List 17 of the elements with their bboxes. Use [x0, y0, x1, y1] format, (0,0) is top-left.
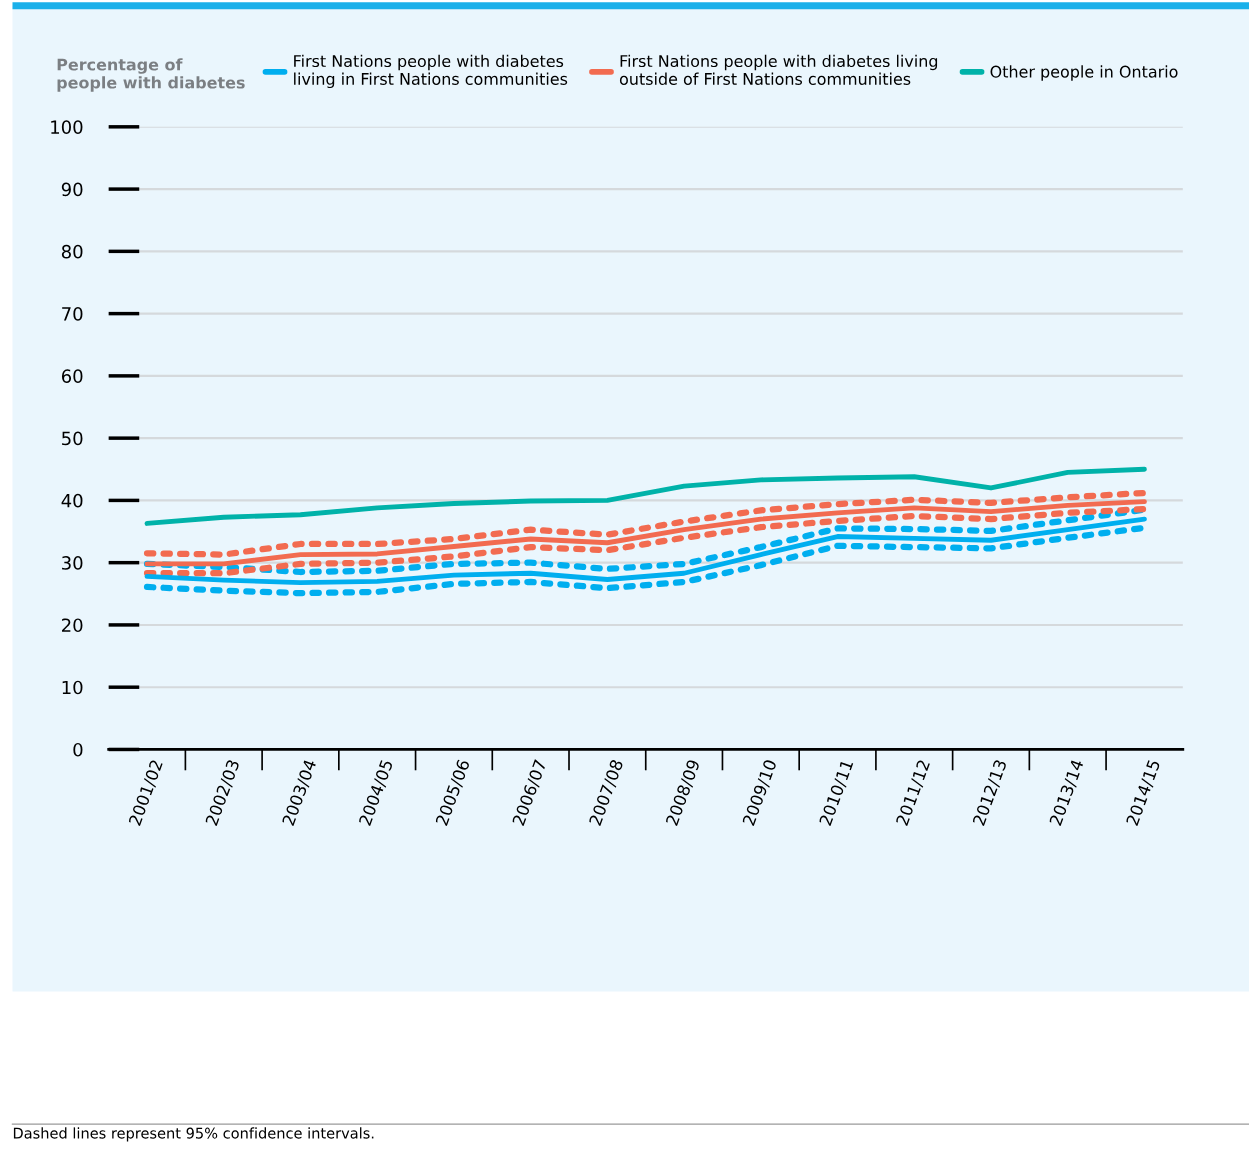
y-tick-label: 80 [61, 244, 83, 259]
y-tick-label: 100 [51, 120, 83, 134]
y-tick-label: 30 [62, 556, 83, 570]
y-axis-title: Percentage of people with diabetes [57, 58, 245, 92]
y-tick-label: 60 [61, 369, 83, 383]
y-tick-label: 0 [73, 742, 83, 757]
y-tick-label: 50 [62, 431, 83, 446]
line-series [144, 466, 1147, 526]
legend-label: Other people in Ontario [990, 65, 1178, 81]
y-tick-label: 20 [62, 618, 83, 633]
y-tick-label: 90 [61, 182, 83, 197]
y-tick-label: 70 [62, 307, 83, 321]
y-tick-label: 40 [61, 493, 83, 508]
y-tick-label: 10 [62, 680, 83, 695]
legend-label: First Nations people with diabetes living in First Nations communities [294, 54, 568, 89]
legend-label: First Nations people with diabetes living outside of First Nations communities [619, 54, 938, 85]
text: Dashed lines represent 95% confidence intervals. [13, 1127, 374, 1142]
